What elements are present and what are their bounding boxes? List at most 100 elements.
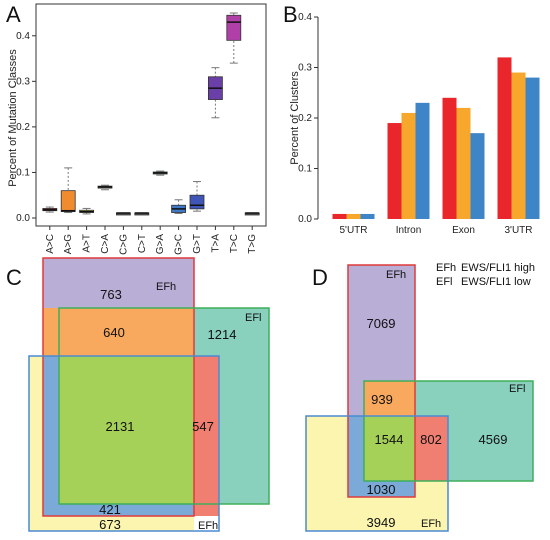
panel-c-label: C (6, 265, 22, 290)
panel-b-ytick-label: 0.4 (298, 12, 312, 23)
panel-a: A Percent of Mutation Classes 0.00.10.20… (6, 2, 267, 255)
panel-b-xtick-label: 3'UTR (504, 225, 532, 236)
panel-a-ylabel: Percent of Mutation Classes (7, 49, 19, 187)
venn-c-efh-only-count: 763 (100, 287, 122, 302)
venn-c-efh3-bottom-fill (59, 516, 194, 531)
venn-d-efi-label: EFl (509, 383, 526, 395)
bar-Exon-1 (456, 107, 471, 219)
panel-c: C 763 640 1214 2131 547 421 673 EFh EFl … (6, 257, 270, 532)
panel-a-x-ticks: A>C A>G A>T C>A C>G C>T G>A G>C G>T T>A T>C T>G (45, 226, 258, 255)
venn-c-all-three-fill (59, 356, 194, 504)
bar-Intron-0 (387, 123, 402, 219)
panel-a-xtick-label: G>T (192, 234, 203, 254)
venn-c-efh-efh3-count: 421 (99, 502, 121, 517)
venn-d-efh-efi-count: 939 (371, 392, 393, 407)
venn-c-efh-efi-count: 640 (103, 325, 125, 340)
bar-Intron-2 (415, 102, 430, 219)
venn-c-efi-only-count: 1214 (208, 327, 237, 342)
venn-d-efh-efh3-count: 1030 (367, 482, 396, 497)
venn-d-efi-only-count: 4569 (479, 432, 508, 447)
venn-d-efi-efh3-fill (415, 416, 448, 481)
venn-d-efh3-label: EFh (421, 518, 441, 530)
panel-b-xtick-label: 5'UTR (339, 225, 367, 236)
panel-a-xtick-label: C>G (118, 234, 129, 255)
venn-d-all-three-fill (364, 416, 415, 481)
venn-d-efh3-outline (305, 415, 449, 532)
panel-a-label: A (6, 2, 21, 27)
venn-c-efh-efh3-left-fill (43, 356, 59, 516)
panel-b-label: B (283, 2, 298, 27)
panel-b-ytick-label: 0.1 (298, 164, 312, 175)
venn-c-efi-label: EFl (245, 312, 262, 324)
bar-5'UTR-1 (346, 213, 361, 219)
panel-d-label: D (312, 265, 328, 290)
panel-a-boxes (42, 12, 260, 216)
bar-Exon-2 (470, 133, 485, 219)
panel-a-y-axis: 0.0 0.1 0.2 0.3 0.4 (16, 31, 36, 224)
legend-desc-efi: EWS/FLI1 low (461, 276, 531, 288)
panel-b-ytick-label: 0.3 (298, 63, 312, 74)
panel-a-ytick-label: 0.4 (16, 31, 30, 42)
panel-a-ytick-label: 0.0 (16, 213, 30, 224)
panel-b-ylabel: Percent of Clusters (289, 71, 301, 165)
panel-a-ytick-label: 0.2 (16, 122, 30, 133)
venn-c-efi-efh3-fill (194, 356, 219, 516)
box-T>C (226, 14, 242, 41)
panel-a-plot-frame (35, 3, 267, 227)
venn-d-all-three-count: 1544 (375, 432, 404, 447)
venn-c-efh-efh3-bottom-fill (59, 504, 194, 516)
venn-c-efh3-label: EFh (198, 520, 218, 532)
panel-b: B Percent of Clusters 0.0 0.1 0.2 0.3 0.4 5'… (283, 2, 540, 236)
legend-key-efh: EFh (436, 262, 456, 274)
venn-c-efi-efh3-count: 547 (192, 419, 214, 434)
venn-c-all-three-count: 2131 (106, 419, 135, 434)
venn-d-efh-only-count: 7069 (367, 316, 396, 331)
panel-b-xtick-label: Intron (396, 225, 422, 236)
panel-a-xtick-label: A>T (82, 234, 93, 253)
panel-a-xtick-label: A>G (63, 234, 74, 255)
venn-d-efh-label: EFh (386, 269, 406, 281)
bar-Intron-1 (401, 112, 416, 219)
box-A>G (60, 190, 76, 213)
venn-c-efi-outline (58, 307, 270, 505)
panel-a-xtick-label: A>C (45, 234, 56, 254)
panel-b-x-ticks: 5'UTR Intron Exon 3'UTR (339, 225, 532, 236)
panel-a-xtick-label: T>C (229, 234, 240, 253)
bar-3'UTR-1 (511, 72, 526, 219)
bar-Exon-0 (442, 97, 457, 219)
panel-d: D 7069 939 1544 802 4569 1030 3949 EFh E… (305, 262, 535, 532)
venn-c-efh-efi-left-fill (43, 308, 59, 356)
venn-c-efh-efi-fill (59, 308, 194, 356)
venn-d-efh3-only-count: 3949 (367, 515, 396, 530)
venn-d-efi-efh3-count: 802 (420, 432, 442, 447)
venn-d-efh-efi-fill (364, 381, 415, 416)
panel-b-bars (332, 57, 540, 220)
panel-b-y-axis: 0.0 0.1 0.2 0.3 0.4 (298, 12, 319, 225)
venn-d-efh-only-fill (348, 265, 415, 381)
venn-c-efh3-only-count: 673 (99, 517, 121, 532)
venn-c-efh-label: EFh (156, 281, 176, 293)
venn-d-legend: EFh EWS/FLI1 high EFl EWS/FLI1 low (436, 262, 535, 288)
panel-a-xtick-label: T>A (210, 234, 221, 253)
legend-desc-efh: EWS/FLI1 high (461, 262, 535, 274)
panel-b-ytick-label: 0.0 (298, 214, 312, 225)
panel-a-xtick-label: T>G (247, 234, 258, 254)
panel-a-xtick-label: C>A (100, 234, 111, 254)
bar-5'UTR-2 (360, 213, 375, 219)
panel-a-ytick-label: 0.1 (16, 167, 30, 178)
venn-d-efh-only-left-fill (348, 381, 364, 416)
panel-a-xtick-label: G>C (174, 234, 185, 255)
panel-b-ytick-label: 0.2 (298, 113, 312, 124)
venn-c-efh3-outline (28, 355, 220, 532)
box-G>T (189, 194, 205, 210)
bar-3'UTR-0 (497, 57, 512, 220)
bar-3'UTR-2 (525, 77, 540, 219)
bar-5'UTR-0 (332, 213, 347, 219)
venn-c-efh-outline (42, 257, 195, 517)
panel-b-xtick-label: Exon (452, 225, 475, 236)
panel-a-xtick-label: G>A (155, 234, 166, 255)
legend-key-efi: EFl (436, 276, 453, 288)
panel-a-ytick-label: 0.3 (16, 76, 30, 87)
panel-a-xtick-label: C>T (137, 234, 148, 253)
